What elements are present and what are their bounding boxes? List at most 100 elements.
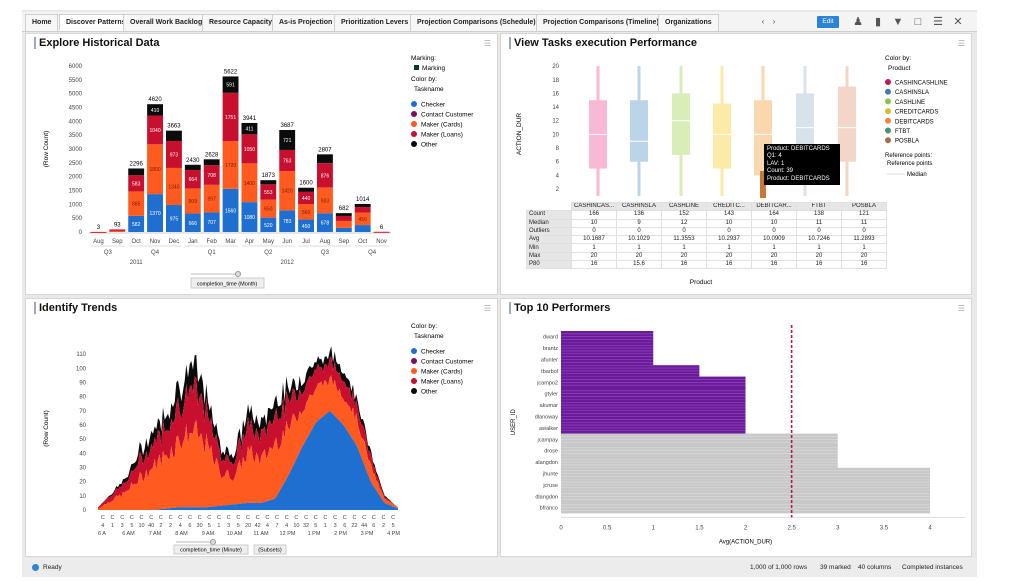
box[interactable] [672,93,690,155]
bar-segment[interactable] [241,134,258,164]
legend-item[interactable]: CASHINSLA [895,90,929,96]
bar-segment[interactable] [147,115,163,145]
bar-segment[interactable] [222,76,239,93]
panel-menu-icon[interactable]: ☰ [483,304,491,313]
area-series-maker-loans-[interactable] [98,356,398,509]
bar-segment[interactable] [298,219,314,232]
status-table[interactable]: Completed instances [902,564,963,571]
legend-item[interactable]: Other [421,142,438,149]
legend-item[interactable]: Maker (Loans) [421,132,463,139]
bar-segment[interactable] [203,165,220,185]
bar-segment[interactable] [373,231,390,233]
bar-segment[interactable] [241,122,258,135]
bar-segment[interactable] [279,210,296,232]
legend-item[interactable]: CREDITCARDS [895,110,938,116]
bar-segment[interactable] [166,130,182,142]
bar-segment[interactable] [203,184,220,213]
close-icon[interactable]: ✕ [953,16,963,28]
bar-segment[interactable] [260,184,277,200]
box[interactable] [838,86,856,162]
panel-menu-icon[interactable]: ☰ [957,39,965,48]
bar-segment[interactable] [279,149,296,172]
legend-item[interactable]: Checker [421,102,446,109]
tab-discover-patterns[interactable]: Discover Patterns [59,14,133,31]
area-series-maker-cards-[interactable] [98,375,398,510]
box[interactable] [630,100,648,162]
bar-segment[interactable] [335,220,352,228]
area-series-other[interactable] [98,346,398,508]
bar-segment[interactable] [279,171,296,211]
legend-item[interactable]: Maker (Cards) [421,369,463,376]
column-header[interactable]: DEBITCAR... [751,201,798,212]
horizontal-bar-chart[interactable]: dward brantz afunter tbarbol jcampo2 gtyler ak… [501,299,973,558]
bar-segment[interactable] [241,163,258,203]
column-header[interactable]: FTBT [796,201,843,212]
axis-selector-label[interactable]: completion_time (Month) [197,282,258,288]
tab-organizations[interactable]: Organizations [658,14,719,31]
bar-segment[interactable] [203,212,220,232]
bar-segment[interactable] [222,141,239,189]
legend-item[interactable]: Checker [421,349,446,356]
edit-button[interactable]: Edit [817,16,839,28]
bar-segment[interactable] [354,212,371,226]
bar-segment[interactable] [335,227,352,232]
bar-segment[interactable] [128,191,145,216]
legend-item[interactable]: POSBLA [895,139,919,145]
bar-segment[interactable] [354,203,371,208]
bar-segment[interactable] [298,204,314,220]
bar-segment[interactable] [222,92,239,142]
bar-segment[interactable] [109,229,126,231]
bar-segment[interactable] [354,225,371,232]
bar-segment[interactable] [317,163,333,188]
bar-segment[interactable] [128,168,145,176]
subsets-selector-label[interactable]: (Subsets) [258,548,282,554]
bar-segment[interactable] [317,213,333,232]
legend-item[interactable]: CASHLINE [895,100,925,106]
tab-resource-capacity[interactable]: Resource Capacity [202,14,280,31]
tab-scroll-right[interactable]: › [772,17,776,26]
bar-segment[interactable] [317,154,333,164]
legend-item[interactable]: Maker (Loans) [421,379,463,386]
bar-segment[interactable] [166,141,182,168]
bar-segment[interactable] [354,207,371,213]
area-series-checker[interactable] [98,410,398,510]
bar-segment[interactable] [109,230,126,232]
axis-selector-label[interactable]: completion_time (Minute) [180,548,242,554]
box[interactable] [713,103,731,169]
legend-item[interactable]: Contact Customer [421,112,474,119]
tab-prioritization-levers[interactable]: Prioritization Levers [334,14,416,31]
user-icon[interactable]: ♟ [853,16,863,28]
details-panel-icon[interactable]: □ [914,16,922,28]
bar-segment[interactable] [128,215,145,232]
legend-item[interactable]: Other [421,389,438,396]
axis-selector[interactable] [173,544,249,555]
bar-segment[interactable] [241,202,258,232]
legend-item[interactable]: CASHINCASHLINE [895,81,948,87]
bar-segment[interactable] [90,231,107,233]
bar-segment[interactable] [147,194,163,232]
axis-selector[interactable] [190,277,265,289]
bar-segment[interactable] [184,213,201,232]
filter-icon[interactable]: ▼ [892,16,904,28]
tab-scroll-left[interactable]: ‹ [761,17,765,26]
menu-icon[interactable]: ☰ [933,16,943,28]
tab-overall-work-backlog[interactable]: Overall Work Backlog [123,14,210,31]
bar-segment[interactable] [260,180,277,185]
legend-item[interactable]: FTBT [895,129,910,135]
column-header[interactable]: CASHLINE [661,201,708,212]
tab-projection-comparisons-timeline[interactable]: Projection Comparisons (Timeline) [536,14,666,31]
bar-segment[interactable] [335,213,352,216]
bar-segment[interactable] [317,187,333,214]
bar-segment[interactable] [147,144,163,195]
panel-menu-icon[interactable]: ☰ [957,304,965,313]
tab-as-is-projection[interactable]: As-is Projection [272,14,340,31]
legend-item[interactable]: Contact Customer [421,359,474,366]
bar-segment[interactable] [298,191,314,205]
bar-segment[interactable] [128,175,145,192]
panel-menu-icon[interactable]: ☰ [483,39,491,48]
tab-home[interactable]: Home [25,14,59,31]
bar-segment[interactable] [184,188,201,214]
axis-slider-handle[interactable] [235,271,241,277]
column-header[interactable]: POSBLA [841,201,888,212]
